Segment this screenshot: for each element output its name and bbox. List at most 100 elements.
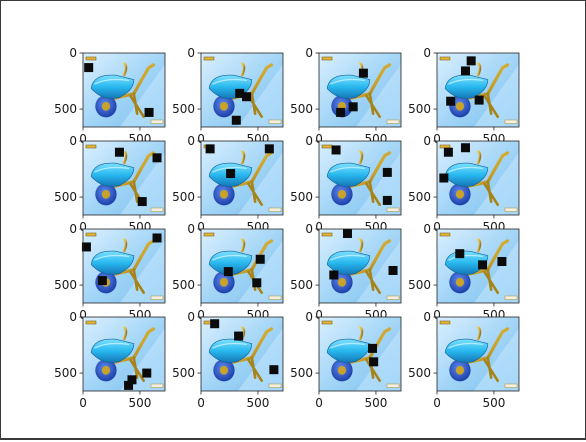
occlusion-patch-3 — [142, 368, 152, 378]
frame-legs — [483, 92, 499, 118]
occlusion-patch-3 — [382, 195, 392, 205]
bucket-rim-highlight — [212, 342, 248, 349]
bottom-badge — [268, 295, 282, 300]
bottom-badge — [268, 207, 282, 212]
occlusion-patch-2 — [460, 66, 470, 76]
x-tick-label-500: 500 — [246, 396, 269, 410]
axes-frame — [82, 140, 166, 216]
occlusion-patch-1 — [205, 144, 215, 154]
wheel-hub — [219, 277, 229, 287]
axes-frame — [200, 52, 284, 128]
panel-15: 0 500 0 500 — [290, 310, 402, 410]
frame-rear-handle — [358, 150, 364, 165]
axes-frame — [318, 52, 402, 128]
occlusion-patch-1 — [331, 145, 341, 155]
occlusion-patch-1 — [127, 375, 137, 385]
frame-rear-handle — [240, 62, 246, 77]
occlusion-patch-1 — [336, 107, 346, 117]
y-tick-label-0: 0 — [187, 46, 195, 60]
bottom-badge — [150, 383, 164, 388]
x-tick-label-0: 0 — [79, 132, 87, 146]
x-tick-label-0: 0 — [79, 396, 87, 410]
frame-rear-handle — [122, 238, 128, 253]
x-tick-label-0: 0 — [197, 220, 205, 234]
x-tick-label-0: 0 — [315, 308, 323, 322]
x-tick-label-0: 0 — [79, 308, 87, 322]
x-tick-label-0: 0 — [197, 132, 205, 146]
wheel-hub — [219, 365, 229, 375]
bottom-badge — [504, 295, 518, 300]
frame-rear-handle — [240, 238, 246, 253]
occlusion-patch-1 — [235, 88, 245, 98]
y-tick-label-500: 500 — [408, 190, 431, 204]
wheel-hub — [455, 189, 465, 199]
occlusion-patch-2 — [329, 270, 339, 280]
occlusion-patch-3 — [358, 68, 368, 78]
y-tick-label-500: 500 — [290, 366, 313, 380]
bottom-badge — [386, 207, 400, 212]
bucket-rim-highlight — [212, 78, 248, 85]
y-tick-label-500: 500 — [54, 190, 77, 204]
x-tick-label-0: 0 — [433, 308, 441, 322]
axes-frame — [436, 52, 520, 128]
top-badge — [203, 56, 215, 61]
top-badge — [85, 144, 97, 149]
top-badge — [439, 320, 451, 325]
occlusion-patch-2 — [152, 153, 162, 163]
occlusion-patch-1 — [342, 228, 352, 238]
frame-rear-handle — [122, 326, 128, 341]
y-tick-label-0: 0 — [423, 310, 431, 324]
axes-frame — [436, 316, 520, 392]
occlusion-patch-2 — [234, 331, 244, 341]
bottom-badge — [386, 119, 400, 124]
wheel-hub — [337, 277, 347, 287]
bottom-badge — [504, 119, 518, 124]
occlusion-patch-2 — [255, 254, 265, 264]
y-tick-label-0: 0 — [305, 310, 313, 324]
light-ray — [473, 328, 519, 391]
light-ray — [355, 240, 401, 303]
top-badge — [321, 232, 333, 237]
bucket-rim-highlight — [94, 78, 130, 85]
y-tick-label-0: 0 — [423, 222, 431, 236]
frame-legs — [365, 268, 381, 294]
wheel-hub — [337, 365, 347, 375]
wheel-hub — [219, 189, 229, 199]
x-tick-label-0: 0 — [315, 132, 323, 146]
x-tick-label-0: 0 — [315, 220, 323, 234]
light-ray — [237, 240, 283, 303]
frame-rear-handle — [476, 62, 482, 77]
top-badge — [439, 56, 451, 61]
frame-legs — [365, 92, 381, 118]
light-ray — [473, 64, 519, 127]
occlusion-patch-3 — [264, 144, 274, 154]
frame-rear-handle — [358, 238, 364, 253]
occlusion-patch-1 — [455, 249, 465, 259]
occlusion-patch-1 — [368, 343, 378, 353]
x-tick-label-0: 0 — [433, 220, 441, 234]
occlusion-patch-3 — [466, 56, 476, 66]
axes-frame — [82, 228, 166, 304]
frame-rear-handle — [122, 62, 128, 77]
light-ray — [355, 328, 401, 391]
frame-legs — [129, 356, 145, 382]
wheel-hub — [101, 189, 111, 199]
y-tick-label-0: 0 — [187, 310, 195, 324]
axes-frame — [318, 316, 402, 392]
y-tick-label-500: 500 — [408, 102, 431, 116]
occlusion-patch-1 — [443, 147, 453, 157]
bucket-rim-highlight — [94, 254, 130, 261]
top-badge — [321, 56, 333, 61]
axes-frame — [436, 140, 520, 216]
light-ray — [119, 64, 165, 127]
y-tick-label-0: 0 — [69, 222, 77, 236]
occlusion-patch-1 — [81, 242, 91, 252]
frame-legs — [129, 268, 145, 294]
axes-frame — [200, 228, 284, 304]
